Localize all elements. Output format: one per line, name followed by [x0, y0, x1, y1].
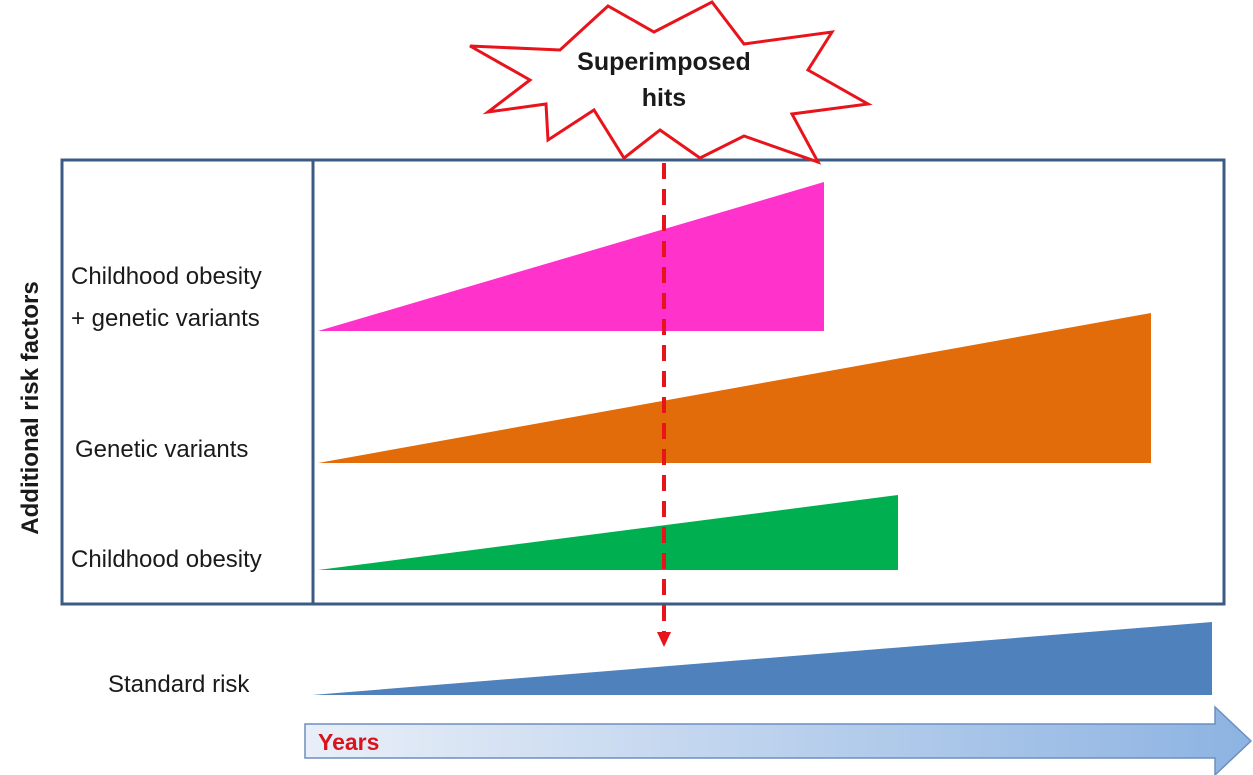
wedge-childhood-obesity	[318, 495, 898, 570]
standard-risk-label: Standard risk	[108, 671, 250, 698]
wedge-childhood-obesity-genetic	[318, 182, 824, 331]
wedge-genetic-variants	[318, 313, 1151, 463]
wedge-standard-risk	[312, 622, 1212, 695]
row-label-childhood-obesity-genetic-line2: + genetic variants	[71, 305, 260, 332]
superimposed-hits-starburst	[469, 0, 873, 165]
years-arrow	[304, 705, 1253, 775]
risk-factors-frame	[60, 158, 1226, 606]
row-label-childhood-obesity: Childhood obesity	[71, 546, 262, 573]
y-axis-label: Additional risk factors	[17, 281, 44, 534]
superimposed-hits-arrowhead	[657, 632, 671, 647]
row-label-childhood-obesity-genetic-line1: Childhood obesity	[71, 263, 262, 290]
burst-label-line1: Superimposed	[577, 48, 751, 76]
burst-label-line2: hits	[642, 84, 686, 112]
row-label-genetic-variants: Genetic variants	[75, 436, 248, 463]
x-axis-label: Years	[318, 729, 379, 755]
